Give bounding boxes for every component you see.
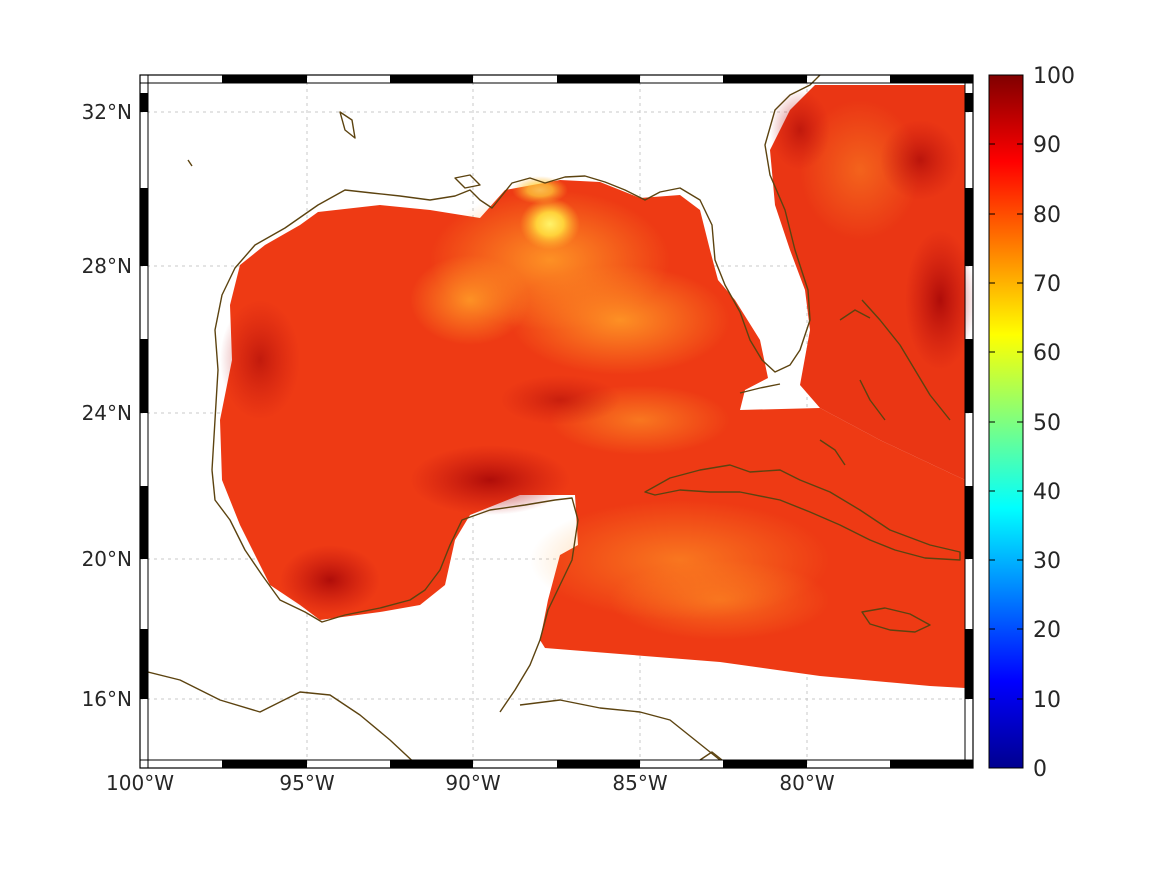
lon-tick-label: 80°W <box>779 771 834 795</box>
frame-bars <box>140 75 973 768</box>
lon-tick-label: 100°W <box>106 771 174 795</box>
colorbar-tick-label: 20 <box>1033 618 1061 643</box>
colorbar-tick-label: 30 <box>1033 549 1061 574</box>
colorbar-tick-label: 80 <box>1033 203 1061 228</box>
colorbar-tick-label: 50 <box>1033 411 1061 436</box>
colorbar-tick-label: 90 <box>1033 133 1061 158</box>
frame-bar-outlines <box>139 74 974 769</box>
colorbar-tick-label: 10 <box>1033 688 1061 713</box>
lon-tick-labels: 100°W 95°W 90°W 85°W 80°W <box>106 771 835 795</box>
coastlines <box>140 75 961 768</box>
lat-tick-label: 20°N <box>82 547 132 571</box>
colorbar-tick-labels: 100 90 80 70 60 50 40 30 20 10 0 <box>1033 64 1075 782</box>
colorbar-tick-label: 0 <box>1033 757 1047 782</box>
colorbar-ticks <box>989 143 1023 700</box>
lon-tick-label: 95°W <box>279 771 334 795</box>
colorbar-tick-label: 60 <box>1033 341 1061 366</box>
colorbar-tick-label: 40 <box>1033 480 1061 505</box>
lat-tick-labels: 32°N 28°N 24°N 20°N 16°N <box>82 100 132 711</box>
lon-tick-label: 85°W <box>612 771 667 795</box>
lat-tick-label: 28°N <box>82 254 132 278</box>
lon-tick-label: 90°W <box>445 771 500 795</box>
lat-tick-label: 32°N <box>82 100 132 124</box>
lat-tick-label: 24°N <box>82 401 132 425</box>
colorbar-tick-label: 100 <box>1033 64 1075 89</box>
colorbar-tick-label: 70 <box>1033 272 1061 297</box>
data-shading <box>220 90 973 640</box>
lat-tick-label: 16°N <box>82 687 132 711</box>
